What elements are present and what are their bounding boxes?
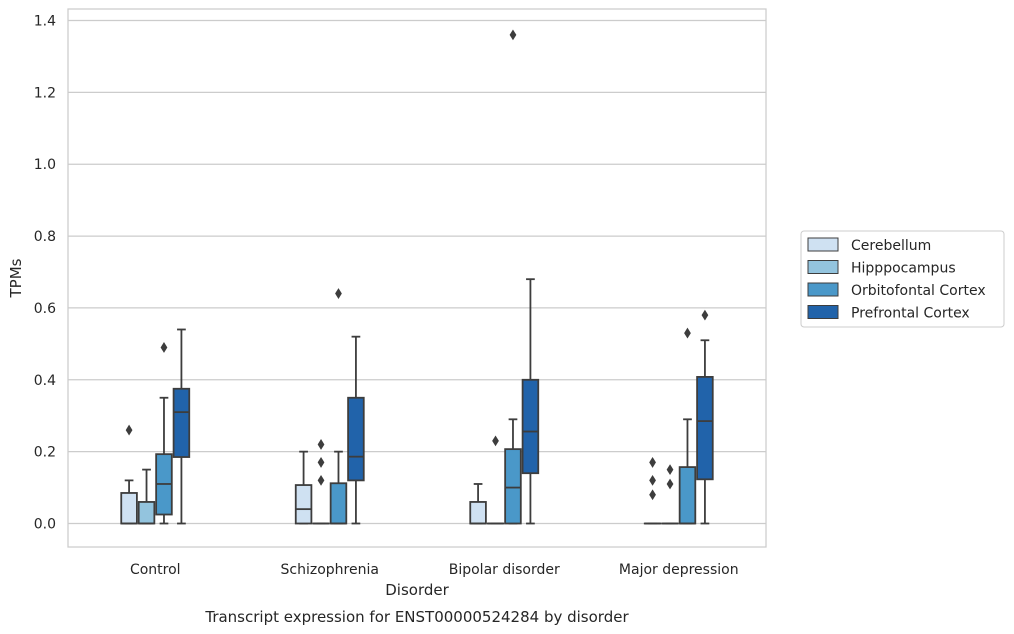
legend: Cerebellum Hipppocampus Orbitofontal Corte… [800, 230, 1005, 328]
x-tick-label: Schizophrenia [281, 562, 379, 578]
box-cerebellum [120, 424, 138, 525]
outlier-point [317, 474, 325, 486]
box-body [294, 484, 313, 525]
box-hipppocampus [312, 439, 330, 525]
outlier-point [160, 342, 168, 353]
box-orbitofontal-cortex [329, 288, 348, 525]
box-hipppocampus [486, 435, 505, 525]
legend-label: Cerebellum [851, 238, 931, 254]
y-tick-labels: 0.0 0.2 0.4 0.6 0.8 1.0 1.2 1.4 [34, 14, 56, 533]
box-body [172, 387, 191, 458]
box-body [696, 376, 714, 481]
box-body [521, 378, 540, 475]
outlier-point [649, 489, 656, 501]
outlier-point [649, 474, 656, 486]
chart-caption: Transcript expression for ENST0000052428… [204, 608, 629, 626]
box-cerebellum [469, 483, 487, 525]
y-tick-label: 1.0 [34, 157, 56, 173]
outlier-point [684, 327, 691, 339]
legend-swatch [807, 305, 839, 319]
outlier-point [335, 288, 342, 299]
box-orbitofontal-cortex [678, 327, 697, 525]
box-body [329, 482, 348, 525]
box-prefrontal-cortex [696, 309, 714, 525]
y-tick-label: 0.2 [34, 445, 56, 461]
legend-label: Hipppocampus [851, 261, 956, 277]
x-tick-label: Major depression [619, 562, 739, 578]
outlier-point [649, 457, 656, 468]
outlier-point [317, 439, 325, 450]
outlier-point [701, 309, 709, 321]
box-cerebellum [294, 450, 313, 525]
legend-label: Prefrontal Cortex [851, 306, 970, 322]
outlier-point [666, 464, 674, 476]
plot-frame [67, 8, 767, 548]
y-axis-title: TPMs [7, 258, 25, 298]
box-body [469, 501, 487, 525]
x-tick-label: Control [130, 562, 181, 578]
outlier-point [125, 424, 133, 436]
box-body [137, 501, 156, 525]
legend-frame [800, 230, 1005, 328]
legend-swatch [807, 237, 839, 252]
outlier-point [509, 29, 517, 41]
box-body [504, 448, 522, 525]
legend-label: Orbitofontal Cortex [851, 283, 986, 299]
boxes [120, 29, 714, 525]
grid-lines [68, 19, 766, 525]
box-prefrontal-cortex [521, 278, 540, 525]
y-tick-label: 1.2 [34, 85, 56, 101]
outlier-point [666, 478, 674, 490]
box-prefrontal-cortex [172, 328, 191, 525]
box-body [347, 396, 365, 482]
x-axis-title: Disorder [385, 581, 449, 599]
box-hipppocampus [661, 464, 679, 525]
y-tick-label: 0.6 [34, 301, 56, 317]
outlier-point [317, 457, 325, 468]
box-orbitofontal-cortex [504, 29, 522, 525]
box-cerebellum [643, 457, 662, 525]
legend-swatch [807, 260, 839, 274]
legend-swatch [807, 282, 839, 297]
y-tick-label: 1.4 [34, 14, 56, 30]
box-prefrontal-cortex [347, 335, 365, 525]
outlier-point [492, 435, 499, 447]
y-tick-label: 0.4 [34, 373, 56, 389]
box-hipppocampus [137, 468, 156, 525]
x-tick-label: Bipolar disorder [449, 562, 560, 578]
y-tick-label: 0.8 [34, 229, 56, 245]
box-orbitofontal-cortex [155, 342, 173, 525]
x-tick-labels: Control Schizophrenia Bipolar disorder Majo… [130, 562, 739, 578]
y-tick-label: 0.0 [34, 517, 56, 533]
box-body [678, 466, 697, 525]
box-body [120, 492, 138, 525]
